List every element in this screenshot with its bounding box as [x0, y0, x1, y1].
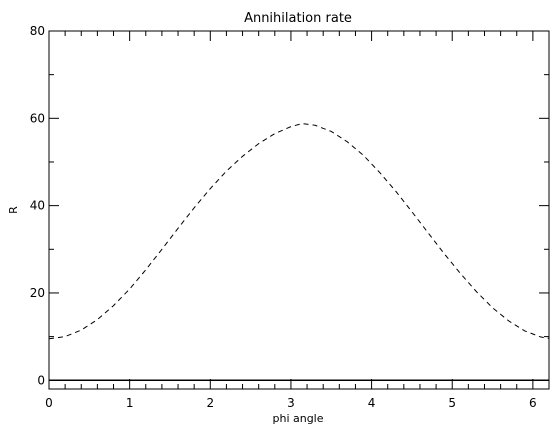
x-tick-label: 0: [45, 396, 53, 410]
plot-frame: [48, 30, 550, 390]
chart-title: Annihilation rate: [244, 11, 352, 26]
y-tick-label: 20: [30, 286, 45, 300]
series-group: [48, 123, 550, 382]
y-tick-label: 40: [30, 199, 45, 213]
x-tick-label: 2: [206, 396, 214, 410]
y-tick-label: 0: [37, 373, 45, 387]
y-tick-label: 60: [30, 111, 45, 125]
y-tick-label: 80: [30, 24, 45, 38]
axis-ticks: [48, 30, 550, 389]
x-tick-label: 4: [368, 396, 376, 410]
x-tick-label: 1: [126, 396, 134, 410]
x-tick-label: 5: [448, 396, 456, 410]
x-tick-label: 3: [287, 396, 295, 410]
dashed-series-line: [48, 123, 550, 340]
x-axis-label: phi angle: [272, 412, 323, 425]
x-tick-label: 6: [529, 396, 537, 410]
y-axis-label: R: [7, 206, 20, 214]
